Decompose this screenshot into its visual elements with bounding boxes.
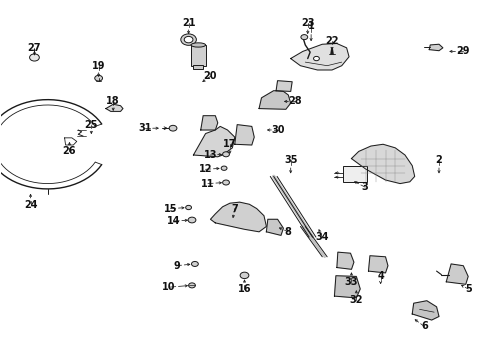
Text: 27: 27 [28, 43, 41, 53]
Circle shape [221, 166, 226, 170]
Circle shape [188, 283, 195, 288]
Polygon shape [259, 91, 290, 109]
Polygon shape [446, 264, 467, 284]
Text: 6: 6 [420, 321, 427, 332]
Text: 32: 32 [349, 295, 362, 305]
Text: 31: 31 [138, 123, 151, 133]
Text: 20: 20 [203, 71, 217, 81]
Text: 28: 28 [288, 96, 302, 107]
Text: 10: 10 [162, 282, 176, 292]
Circle shape [95, 75, 102, 81]
Circle shape [169, 125, 177, 131]
Text: 7: 7 [231, 203, 238, 213]
Circle shape [188, 217, 196, 223]
Bar [342, 166, 366, 182]
Ellipse shape [191, 43, 205, 47]
Text: 25: 25 [84, 120, 98, 130]
Circle shape [185, 205, 191, 210]
Text: 35: 35 [284, 156, 297, 165]
Polygon shape [266, 219, 283, 235]
Circle shape [222, 180, 229, 185]
Text: 9: 9 [173, 261, 180, 271]
Polygon shape [201, 116, 217, 130]
Circle shape [222, 152, 229, 157]
Text: 8: 8 [284, 227, 291, 237]
Text: 24: 24 [24, 200, 37, 210]
Circle shape [181, 34, 196, 45]
Polygon shape [334, 276, 360, 298]
Circle shape [313, 57, 319, 61]
Polygon shape [193, 126, 234, 157]
Polygon shape [106, 104, 122, 111]
Text: 11: 11 [201, 179, 214, 189]
Polygon shape [428, 44, 442, 51]
Circle shape [240, 272, 248, 279]
Polygon shape [276, 81, 291, 91]
Text: 14: 14 [167, 216, 181, 226]
Text: 29: 29 [456, 46, 469, 57]
Polygon shape [210, 202, 266, 232]
Text: 17: 17 [223, 139, 236, 149]
Text: 23: 23 [300, 18, 314, 28]
Bar [191, 45, 205, 66]
Text: 26: 26 [62, 147, 76, 157]
Text: 12: 12 [199, 164, 212, 174]
Polygon shape [368, 256, 387, 273]
Text: 22: 22 [325, 36, 338, 46]
Text: 2: 2 [435, 156, 442, 165]
Circle shape [300, 35, 307, 40]
Text: 18: 18 [106, 96, 120, 107]
Circle shape [30, 54, 39, 61]
Text: 5: 5 [464, 284, 470, 294]
Text: 13: 13 [203, 150, 217, 160]
Text: 3: 3 [361, 182, 367, 192]
Polygon shape [411, 301, 438, 320]
Text: 4: 4 [377, 271, 383, 282]
Polygon shape [290, 44, 348, 70]
Text: 19: 19 [92, 61, 105, 71]
Text: 15: 15 [163, 203, 177, 213]
Polygon shape [351, 144, 414, 184]
Text: 34: 34 [315, 232, 328, 242]
Text: 16: 16 [237, 284, 251, 294]
Text: 30: 30 [271, 125, 285, 135]
Polygon shape [336, 252, 353, 269]
Text: 21: 21 [182, 18, 195, 28]
Circle shape [184, 36, 193, 43]
Bar [193, 65, 203, 69]
Text: 33: 33 [344, 277, 358, 287]
Text: 1: 1 [307, 21, 314, 31]
Polygon shape [234, 125, 254, 145]
Circle shape [191, 261, 198, 266]
